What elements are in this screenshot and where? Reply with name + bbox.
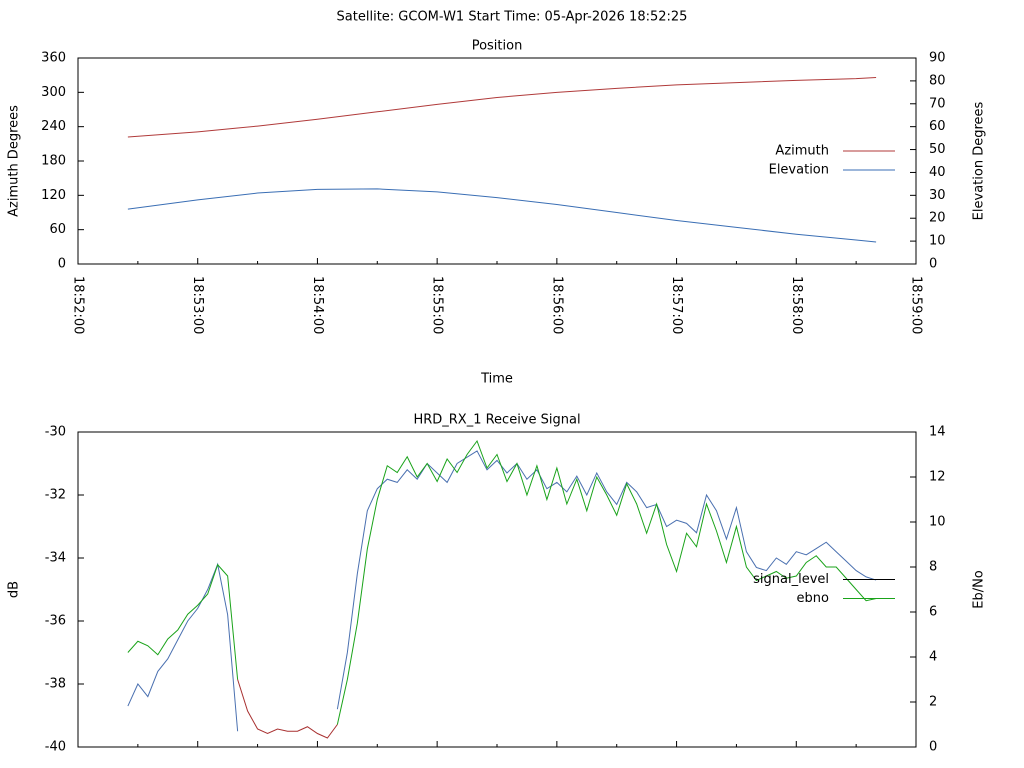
y-tick-label: -36 [45,614,66,629]
legend-label: ebno [797,591,829,606]
y2-tick-label: 90 [929,51,946,66]
y-tick-label: 0 [58,257,66,272]
y2-axis-label: Elevation Degrees [972,101,987,220]
x-tick-label: 18:57:00 [669,276,684,334]
series-line [127,439,877,725]
y2-tick-label: 8 [929,560,937,575]
page-title: Satellite: GCOM-W1 Start Time: 05-Apr-20… [337,10,688,25]
y2-tick-label: 14 [929,425,946,440]
y-tick-label: 180 [41,154,66,169]
y-tick-label: -30 [45,425,66,440]
y-tick-label: -40 [45,740,66,755]
y-tick-label: -34 [45,551,66,566]
y-tick-label: -32 [45,488,66,503]
legend-label: Azimuth [775,144,829,159]
legend-label: signal_level [753,572,829,587]
chart-title: HRD_RX_1 Receive Signal [413,413,580,428]
x-tick-label: 18:54:00 [310,276,325,334]
y2-tick-label: 70 [929,96,946,111]
y2-tick-label: 0 [929,257,937,272]
y-tick-label: 120 [41,188,66,203]
x-tick-label: 18:58:00 [789,276,804,334]
y-tick-label: 360 [41,51,66,66]
y2-tick-label: 60 [929,119,946,134]
y2-tick-label: 4 [929,650,937,665]
y2-tick-label: 2 [929,695,937,710]
series-line [237,679,338,739]
y2-axis-label: Eb/No [972,570,987,609]
y2-tick-label: 10 [929,234,946,249]
series-line [127,76,877,138]
y-tick-label: -38 [45,677,66,692]
x-tick-label: 18:53:00 [190,276,205,334]
y2-tick-label: 12 [929,470,946,485]
y-tick-label: 60 [49,222,66,237]
y-tick-label: 300 [41,85,66,100]
y2-tick-label: 30 [929,188,946,203]
x-tick-label: 18:52:00 [71,276,86,334]
y2-tick-label: 0 [929,740,937,755]
y2-tick-label: 6 [929,605,937,620]
x-axis-label: Time [480,372,513,387]
y2-tick-label: 10 [929,515,946,530]
y2-tick-label: 50 [929,142,946,157]
chart-title: Position [472,39,523,54]
x-tick-label: 18:59:00 [909,276,924,334]
plot-frame [77,431,917,748]
x-tick-label: 18:55:00 [430,276,445,334]
y-tick-label: 240 [41,119,66,134]
y2-tick-label: 20 [929,211,946,226]
legend-label: Elevation [769,163,829,178]
series-line [127,450,877,732]
x-tick-label: 18:56:00 [549,276,564,334]
y-axis-label: dB [7,581,22,598]
y2-tick-label: 40 [929,165,946,180]
series-line [127,188,877,243]
y-axis-label: Azimuth Degrees [7,105,22,217]
y2-tick-label: 80 [929,73,946,88]
